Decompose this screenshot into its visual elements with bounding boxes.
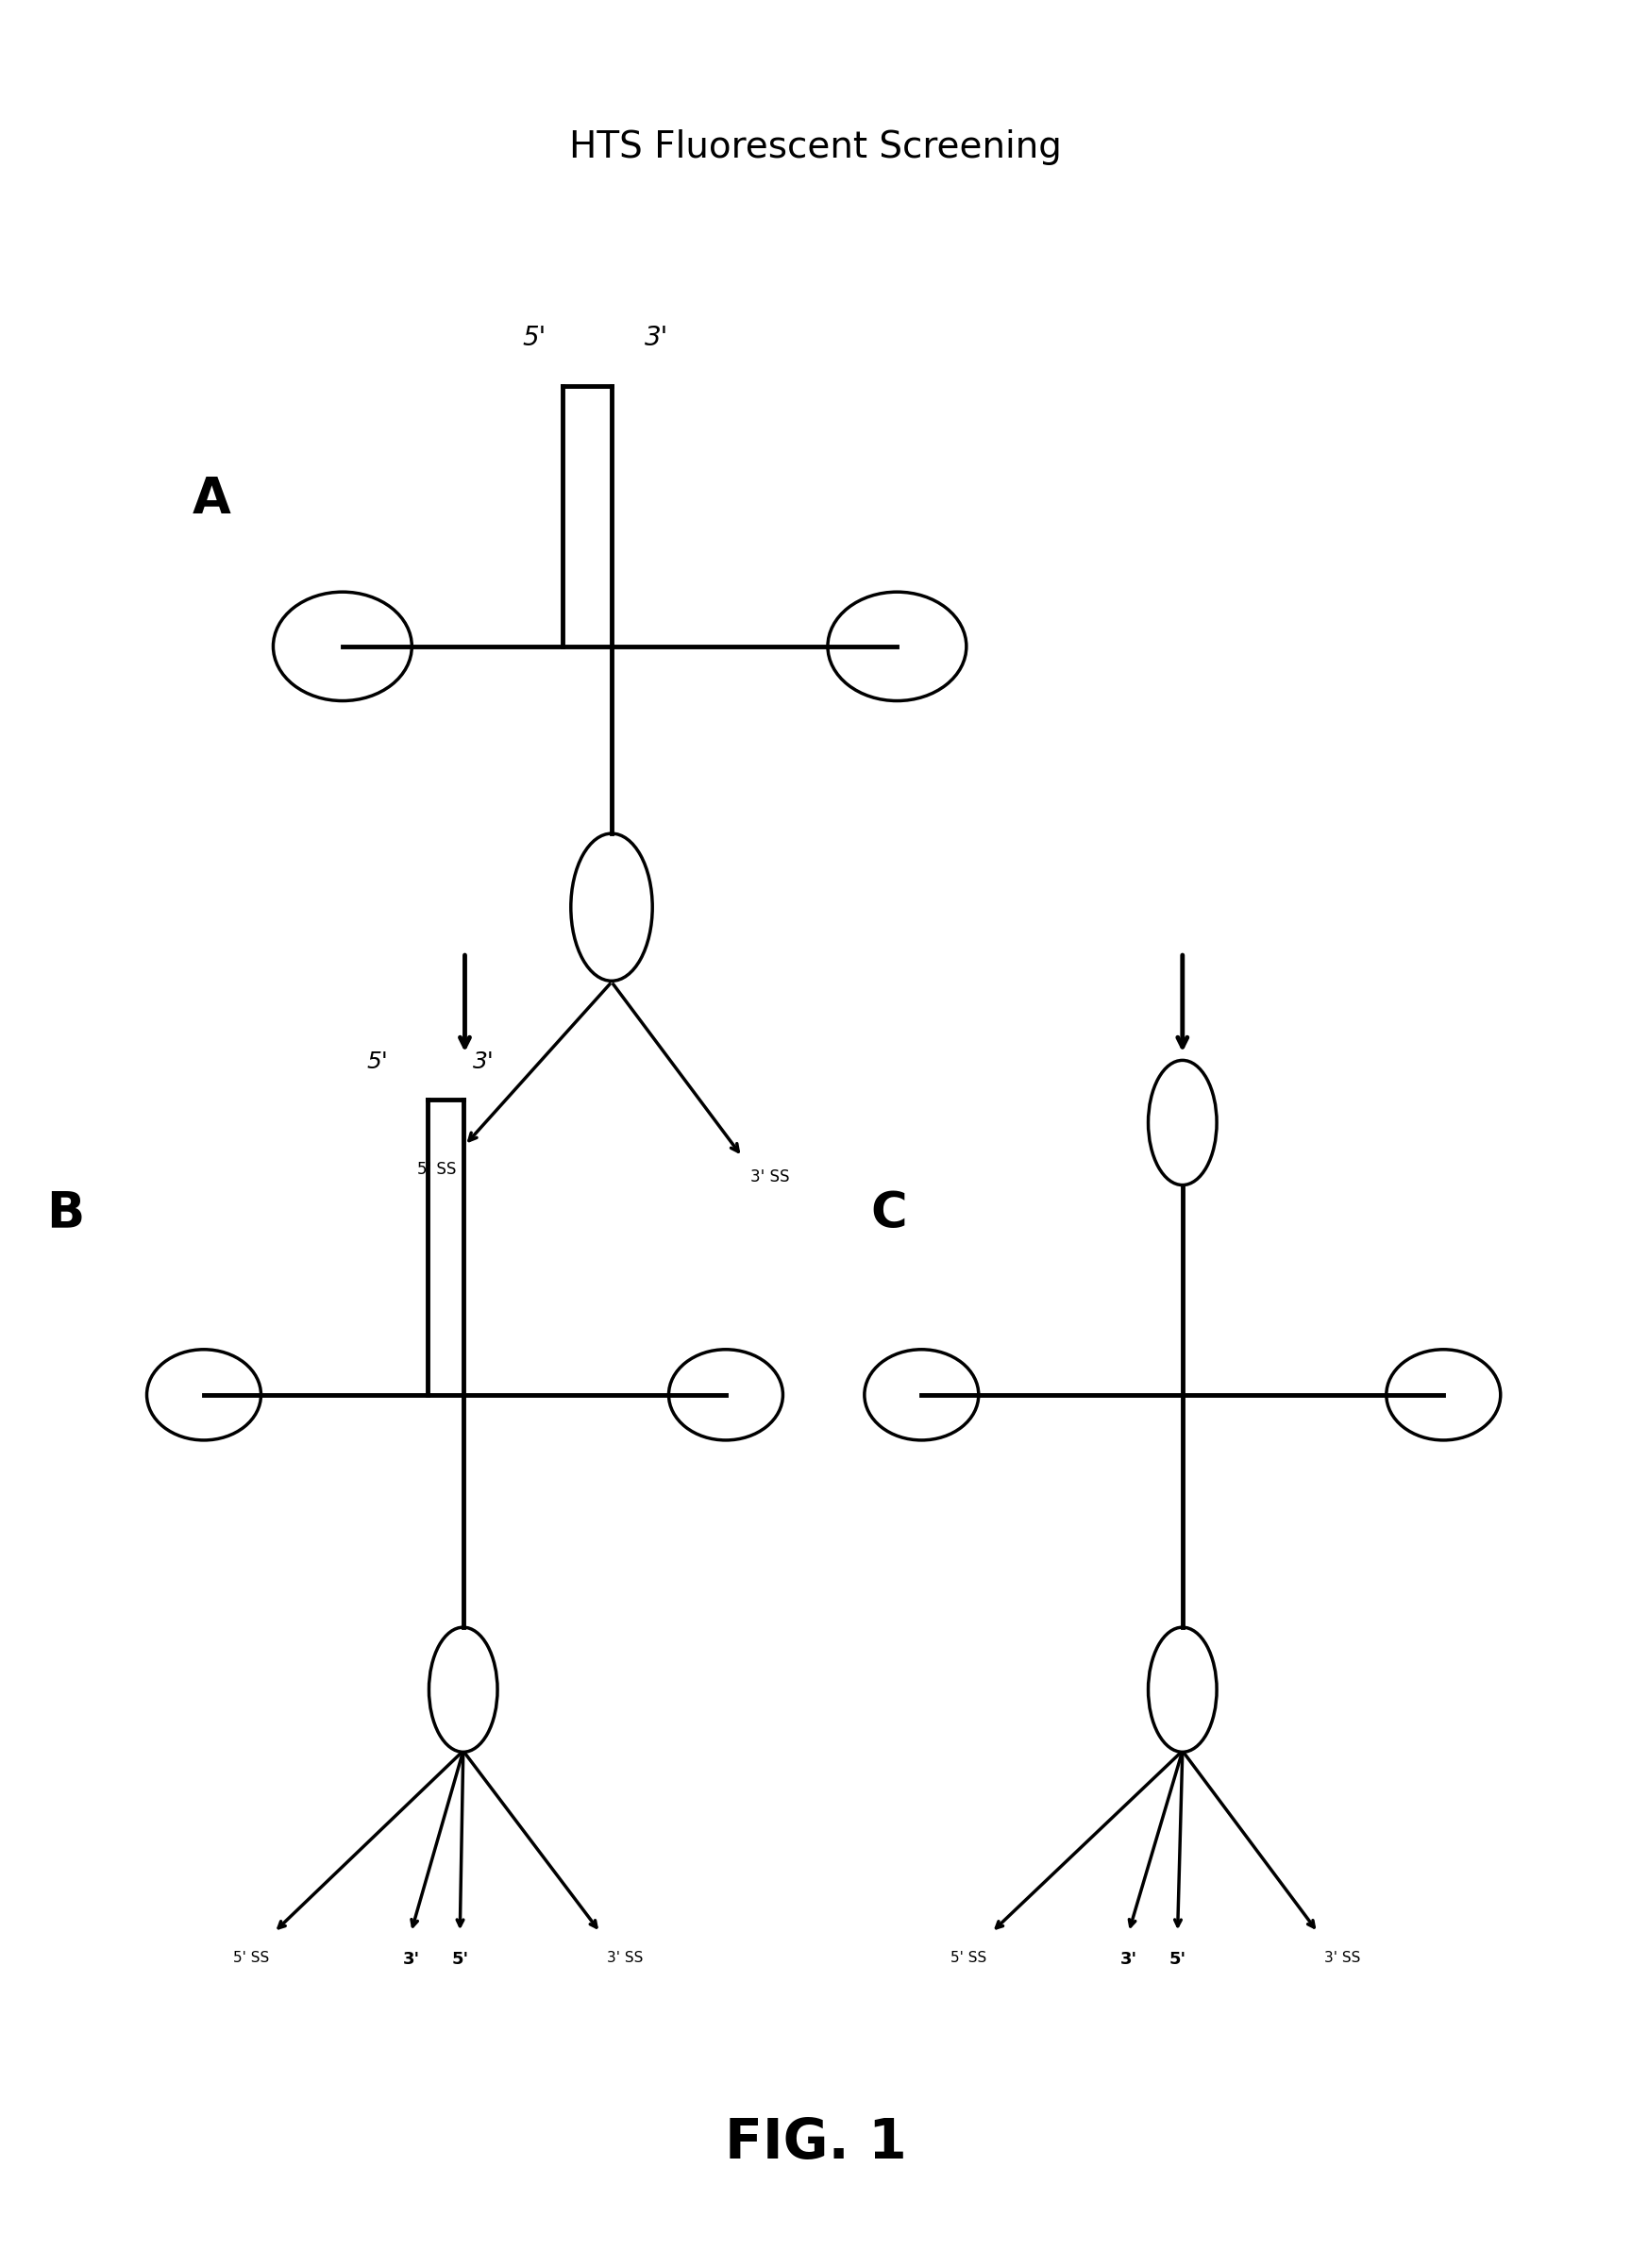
Text: 5': 5' [452,1950,468,1966]
Text: 3': 3' [644,324,669,352]
Text: A: A [192,474,232,524]
Text: 5' SS: 5' SS [418,1161,457,1177]
Text: 3' SS: 3' SS [607,1950,643,1964]
Text: HTS Fluorescent Screening: HTS Fluorescent Screening [569,129,1062,166]
Text: 3': 3' [403,1950,419,1966]
Text: B: B [46,1188,85,1238]
Text: 5': 5' [1169,1950,1186,1966]
Text: 5': 5' [367,1050,388,1073]
Text: 3' SS: 3' SS [1324,1950,1360,1964]
Text: FIG. 1: FIG. 1 [724,2116,907,2170]
Text: 5' SS: 5' SS [233,1950,269,1964]
Text: C: C [871,1188,907,1238]
Text: 3': 3' [473,1050,494,1073]
Text: 5': 5' [522,324,546,352]
Text: 3' SS: 3' SS [750,1168,789,1184]
Text: 3': 3' [1120,1950,1137,1966]
Text: 5' SS: 5' SS [951,1950,987,1964]
